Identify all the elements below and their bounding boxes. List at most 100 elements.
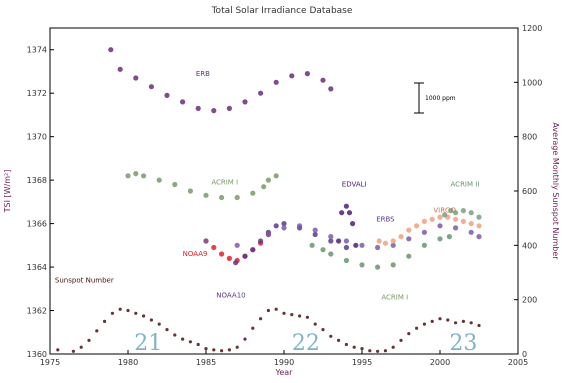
x-axis-title: Year <box>275 368 294 377</box>
data-point <box>468 229 474 235</box>
data-point <box>204 347 208 351</box>
x-tick-label: 2005 <box>508 358 528 367</box>
annotation-layer: ERB ACRIM I EDVALI ACRIM II VIRGO ERBS NOAA9 NO… <box>55 70 479 302</box>
data-point <box>211 108 217 114</box>
data-point <box>446 318 450 322</box>
series-erb <box>108 47 334 114</box>
data-point <box>346 210 353 216</box>
data-point <box>242 99 248 105</box>
data-point <box>383 349 387 353</box>
y2-tick-label: 600 <box>522 187 537 196</box>
data-point <box>421 229 427 235</box>
data-point <box>195 105 201 111</box>
data-point <box>343 238 349 244</box>
y-tick-label: 1368 <box>27 176 47 185</box>
data-point <box>133 75 139 81</box>
x-tick-label: 1985 <box>196 358 216 367</box>
data-point <box>414 223 420 229</box>
data-point <box>382 240 388 246</box>
data-point <box>406 253 412 259</box>
data-point <box>320 247 326 253</box>
x-tick-label: 2000 <box>430 358 450 367</box>
y-axis-right: 0 200 400 600 800 1000 1200 <box>514 24 542 359</box>
data-point <box>406 236 412 242</box>
data-point <box>437 214 443 220</box>
y2-tick-label: 800 <box>522 133 537 142</box>
y-axis-title: TSI [W/m²] <box>3 170 12 214</box>
data-point <box>448 208 454 214</box>
series-label: VIRGO <box>433 207 456 215</box>
plot-frame <box>49 27 519 355</box>
data-point <box>476 214 482 220</box>
series-label: ACRIM II <box>451 181 480 189</box>
data-point <box>359 262 365 268</box>
series-sunspot-number <box>56 307 481 353</box>
scale-bar-label: 1000 ppm <box>425 95 456 102</box>
data-point <box>56 348 60 352</box>
data-point <box>421 218 427 224</box>
data-point <box>233 260 239 266</box>
data-point <box>328 251 334 257</box>
data-point <box>181 337 185 341</box>
data-point <box>250 247 256 253</box>
data-point <box>242 253 248 259</box>
data-point <box>273 223 279 229</box>
x-tick-label: 1995 <box>352 358 372 367</box>
data-point <box>196 342 200 347</box>
data-point <box>337 338 341 342</box>
series-label: NOAA10 <box>216 291 245 299</box>
data-point <box>343 203 349 209</box>
data-point <box>390 262 396 268</box>
data-point <box>156 177 162 183</box>
y-tick-label: 1372 <box>27 89 47 98</box>
data-point <box>350 221 356 227</box>
solar-cycle-label: 22 <box>292 331 320 356</box>
data-point <box>259 317 263 321</box>
data-point <box>460 208 466 214</box>
data-point <box>460 218 466 224</box>
data-point <box>265 231 271 238</box>
data-point <box>328 238 334 244</box>
data-point <box>219 194 225 201</box>
data-point <box>407 332 411 336</box>
series-acrim-i <box>125 171 279 201</box>
data-point <box>304 71 310 77</box>
y-tick-label: 1370 <box>27 133 47 142</box>
data-point <box>173 333 177 337</box>
series-edvali <box>336 203 359 248</box>
data-point <box>172 181 178 188</box>
series-virgo <box>376 214 482 246</box>
data-point <box>461 319 465 323</box>
data-point <box>305 315 309 319</box>
data-point <box>329 334 333 338</box>
data-point <box>312 227 318 233</box>
y-axis-left: 1360 1362 1364 1366 1368 1370 1372 1374 <box>27 46 54 359</box>
x-tick-label: 1990 <box>274 358 294 367</box>
data-point <box>446 234 452 240</box>
series-label: ACRIM I <box>211 178 238 186</box>
data-point <box>87 338 91 342</box>
data-point <box>273 79 279 85</box>
x-tick-label: 1975 <box>40 358 60 367</box>
y2-tick-label: 1200 <box>522 24 542 33</box>
series-label: EDVALI <box>342 181 367 189</box>
data-point <box>313 322 317 326</box>
series-erbs <box>203 223 482 251</box>
data-point <box>165 328 169 332</box>
y2-tick-label: 1000 <box>522 78 542 87</box>
data-point <box>235 345 239 349</box>
y2-tick-label: 400 <box>522 241 537 250</box>
data-point <box>188 340 192 344</box>
data-point <box>187 188 193 194</box>
data-point <box>281 225 287 231</box>
series-acrim-iii <box>442 208 482 220</box>
y-tick-label: 1374 <box>27 46 47 55</box>
data-point <box>453 210 459 216</box>
y2-tick-label: 200 <box>522 296 537 305</box>
data-point <box>375 244 381 251</box>
data-point <box>453 216 459 222</box>
chart-title: Total Solar Irradiance Database <box>211 6 353 16</box>
data-point <box>438 317 442 321</box>
data-point <box>336 238 342 244</box>
